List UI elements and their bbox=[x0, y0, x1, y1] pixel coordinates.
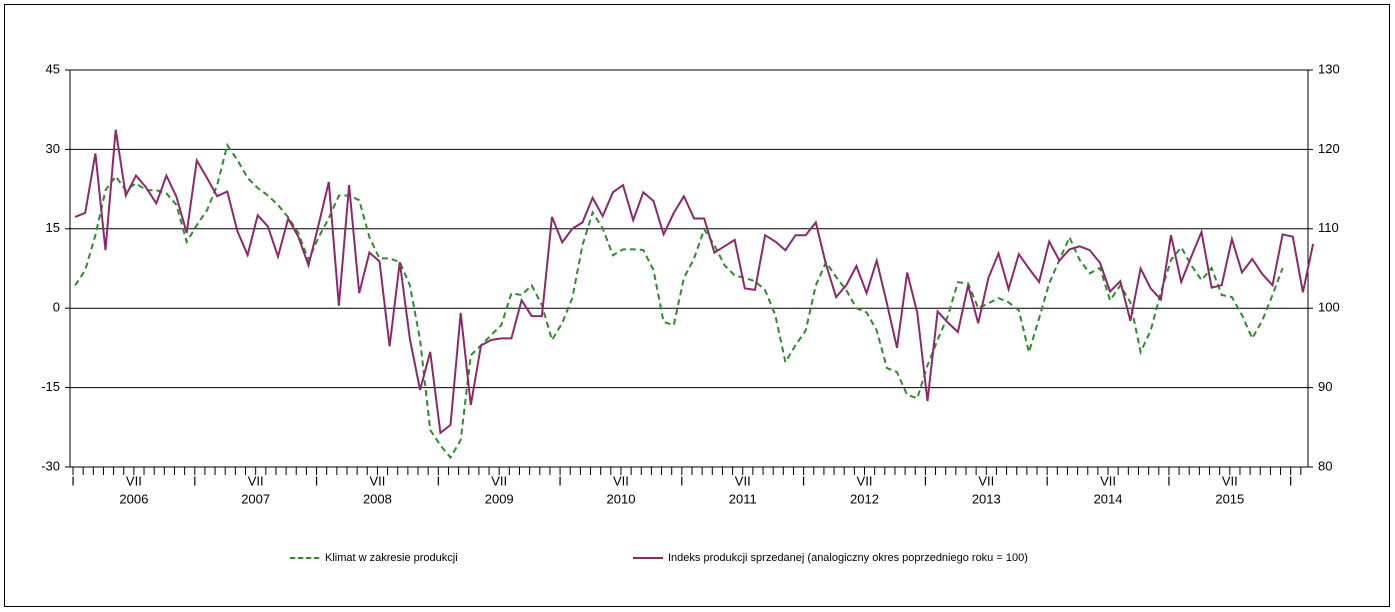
year-label: 2011 bbox=[729, 491, 757, 506]
x-tick-label: I bbox=[1045, 473, 1049, 488]
x-tick-label: I bbox=[802, 473, 806, 488]
x-tick-label: I bbox=[558, 473, 562, 488]
frame bbox=[4, 4, 1390, 607]
x-tick-label: I bbox=[680, 473, 684, 488]
year-label: 2010 bbox=[607, 491, 636, 506]
x-tick-label: VII bbox=[248, 473, 264, 488]
y2-tick-label: 110 bbox=[1318, 220, 1339, 235]
x-tick-label: I bbox=[193, 473, 197, 488]
legend-label: Klimat w zakresie produkcji bbox=[325, 552, 458, 564]
x-tick-label: VII bbox=[1222, 473, 1238, 488]
x-tick-label: I bbox=[436, 473, 440, 488]
x-tick-label: I bbox=[924, 473, 928, 488]
y2-tick-label: 120 bbox=[1318, 141, 1340, 156]
year-label: 2007 bbox=[241, 491, 270, 506]
x-tick-label: VII bbox=[978, 473, 994, 488]
x-tick-label: VII bbox=[1100, 473, 1116, 488]
series-line bbox=[74, 129, 1315, 435]
year-label: 2008 bbox=[363, 491, 392, 506]
y2-tick-label: 90 bbox=[1318, 379, 1332, 394]
y-tick-label: 30 bbox=[46, 141, 60, 156]
x-tick-label: I bbox=[1167, 473, 1171, 488]
y-tick-label: 45 bbox=[46, 61, 60, 76]
year-label: 2015 bbox=[1215, 491, 1244, 506]
x-tick-label: I bbox=[315, 473, 319, 488]
year-label: 2009 bbox=[485, 491, 514, 506]
series-line bbox=[74, 142, 1284, 460]
x-tick-label: VII bbox=[369, 473, 385, 488]
year-label: 2012 bbox=[850, 491, 879, 506]
y-tick-label: -30 bbox=[41, 458, 60, 473]
year-label: 2014 bbox=[1094, 491, 1123, 506]
x-tick-label: I bbox=[1289, 473, 1293, 488]
y-tick-label: 0 bbox=[53, 300, 60, 315]
y2-tick-label: 130 bbox=[1318, 61, 1340, 76]
y2-tick-label: 80 bbox=[1318, 458, 1332, 473]
year-label: 2013 bbox=[972, 491, 1001, 506]
y-tick-label: 15 bbox=[46, 220, 60, 235]
year-label: 2006 bbox=[119, 491, 148, 506]
x-tick-label: VII bbox=[857, 473, 873, 488]
x-tick-label: I bbox=[71, 473, 75, 488]
legend-label: Indeks produkcji sprzedanej (analogiczny… bbox=[668, 552, 1028, 564]
x-tick-label: VII bbox=[126, 473, 142, 488]
y-tick-label: -15 bbox=[41, 379, 60, 394]
x-tick-label: VII bbox=[735, 473, 751, 488]
y2-tick-label: 100 bbox=[1318, 300, 1340, 315]
x-tick-label: VII bbox=[613, 473, 629, 488]
x-tick-label: VII bbox=[491, 473, 507, 488]
